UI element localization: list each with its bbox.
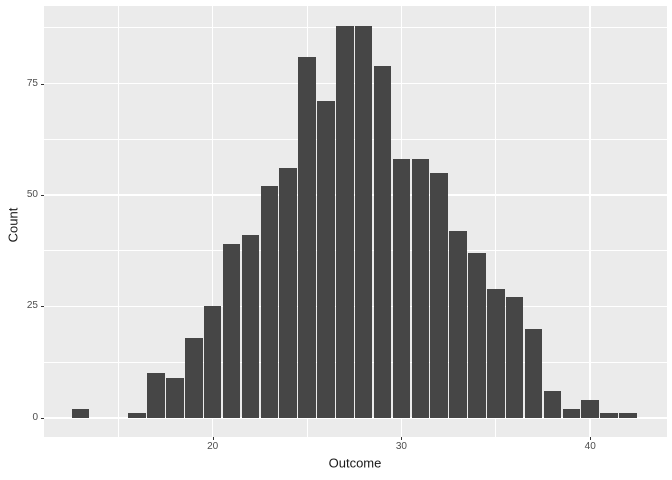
histogram-bar-x42 [619, 413, 637, 418]
x-tick-mark [212, 437, 214, 441]
histogram-bar-x35 [487, 288, 505, 418]
x-tick-mark [401, 437, 403, 441]
histogram-bar-x30 [392, 159, 411, 418]
x-major-gridline [589, 6, 591, 438]
histogram-bar-x37 [524, 328, 543, 418]
x-minor-gridline [117, 6, 119, 438]
y-tick-label: 0 [32, 411, 38, 423]
x-axis-title: Outcome [328, 455, 382, 471]
y-tick-label: 25 [26, 300, 38, 312]
histogram-bar-x23 [260, 186, 279, 418]
y-tick-mark [40, 194, 44, 196]
histogram-bar-x31 [411, 159, 430, 418]
histogram-bar-x13 [71, 408, 90, 418]
histogram-bar-x33 [449, 230, 467, 418]
histogram-bar-x19 [185, 337, 203, 418]
y-tick-mark [40, 417, 44, 419]
histogram-bar-x36 [505, 297, 524, 418]
histogram-bar-x21 [222, 243, 241, 418]
histogram-bar-x20 [203, 306, 222, 418]
histogram-bar-x25 [298, 56, 316, 418]
histogram-bar-x39 [562, 408, 581, 418]
y-tick-mark [40, 83, 44, 85]
y-tick-label: 50 [26, 188, 38, 200]
histogram-bar-x40 [581, 399, 599, 418]
histogram-bar-x22 [241, 235, 260, 418]
histogram-bar-x38 [543, 391, 562, 418]
histogram-bar-x24 [279, 168, 297, 418]
x-tick-label: 30 [395, 441, 407, 453]
x-tick-mark [590, 437, 592, 441]
histogram-bar-x27 [336, 25, 354, 418]
histogram-bar-x29 [373, 65, 392, 418]
y-major-gridline [43, 417, 667, 419]
plot-panel [43, 6, 667, 438]
histogram-bar-x17 [147, 373, 165, 418]
x-major-gridline [211, 6, 214, 438]
y-tick-label: 75 [26, 77, 38, 89]
x-tick-label: 20 [207, 441, 219, 453]
histogram-bar-x28 [354, 25, 373, 418]
histogram-bar-x34 [468, 252, 486, 418]
x-minor-gridline [495, 6, 497, 438]
y-axis-title: Count [5, 207, 21, 243]
histogram-bar-x18 [166, 377, 184, 418]
histogram-bar-x26 [317, 101, 335, 418]
histogram-bar-x32 [430, 172, 448, 418]
histogram-bar-x16 [128, 413, 146, 418]
y-tick-mark [40, 306, 44, 308]
histogram-bar-x41 [600, 413, 618, 418]
x-tick-label: 40 [584, 441, 596, 453]
